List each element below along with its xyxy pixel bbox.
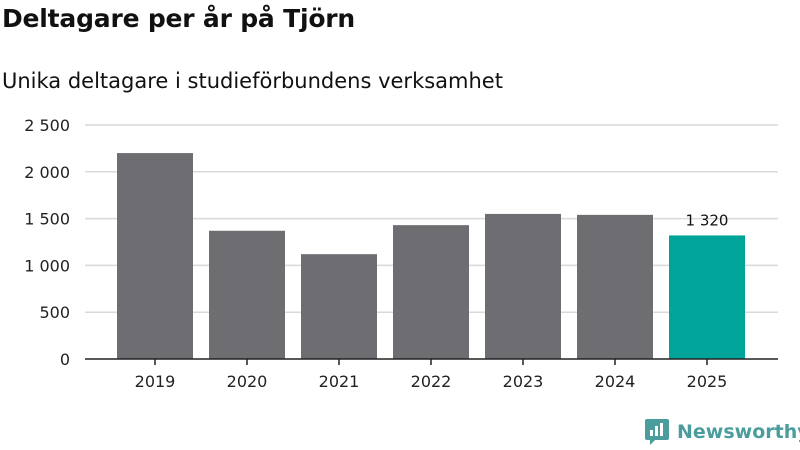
y-tick-label: 1 000 <box>24 256 70 275</box>
bar <box>301 254 377 359</box>
y-tick-label: 0 <box>60 350 70 369</box>
x-tick-label: 2021 <box>319 372 360 391</box>
brand-name: Newsworthy <box>677 421 800 443</box>
y-tick-label: 1 500 <box>24 210 70 229</box>
brand-logo: Newsworthy <box>644 418 800 446</box>
x-tick-label: 2025 <box>687 372 728 391</box>
bar <box>393 225 469 359</box>
bar <box>117 153 193 359</box>
x-tick-label: 2022 <box>411 372 452 391</box>
x-tick-label: 2023 <box>503 372 544 391</box>
bar <box>577 214 653 359</box>
x-tick-label: 2019 <box>135 372 176 391</box>
y-tick-label: 500 <box>39 303 70 322</box>
data-label: 1 320 <box>686 211 729 229</box>
chart-title: Deltagare per år på Tjörn <box>2 4 356 33</box>
y-tick-label: 2 500 <box>24 116 70 135</box>
y-tick-label: 2 000 <box>24 163 70 182</box>
bar <box>485 213 561 359</box>
chart-subtitle: Unika deltagare i studieförbundens verks… <box>2 69 503 93</box>
newsworthy-logo-icon <box>645 419 669 445</box>
x-tick-label: 2020 <box>227 372 268 391</box>
x-tick-label: 2024 <box>595 372 636 391</box>
bar <box>209 230 285 359</box>
bar-highlighted <box>669 235 745 359</box>
